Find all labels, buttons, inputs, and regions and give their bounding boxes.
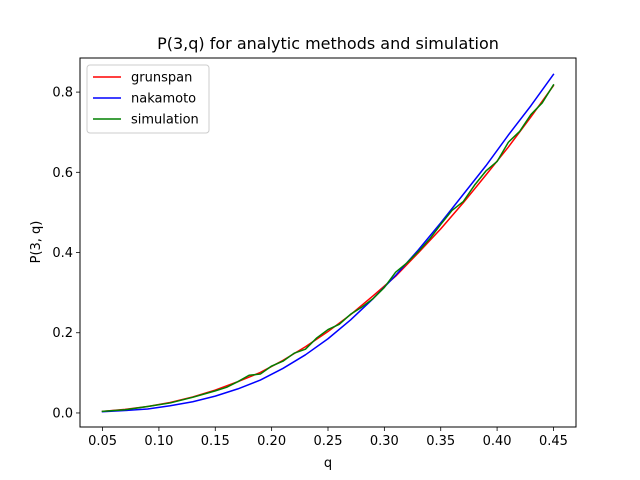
y-tick-label: 0.8 [52,86,73,101]
x-tick-label: 0.15 [201,434,230,449]
legend-label-grunspan: grunspan [131,71,192,86]
legend-box [86,64,210,134]
x-tick-label: 0.20 [257,434,286,449]
series-line-simulation [101,83,555,413]
y-tick-label: 0.4 [52,246,73,261]
y-tick-label: 0.0 [52,406,73,421]
legend-label-simulation: simulation [131,113,199,128]
x-tick-label: 0.30 [370,434,399,449]
legend-label-nakamoto: nakamoto [131,92,196,107]
x-axis-label: q [324,456,332,471]
y-axis-label: P(3, q) [29,221,44,264]
y-axis: 0.0 0.2 0.4 0.6 0.8 [52,86,80,421]
series-layer [101,73,555,413]
chart-title: P(3,q) for analytic methods and simulati… [157,34,499,53]
x-tick-label: 0.35 [426,434,455,449]
y-tick-label: 0.6 [52,166,73,181]
x-tick-label: 0.45 [539,434,568,449]
y-tick-label: 0.2 [52,326,73,341]
series-line-nakamoto [101,73,555,413]
x-tick-label: 0.10 [144,434,173,449]
x-axis: 0.05 0.10 0.15 0.20 0.25 0.30 0.35 0.40 0.45 [88,427,568,449]
x-tick-label: 0.40 [483,434,512,449]
x-tick-label: 0.25 [314,434,343,449]
x-tick-label: 0.05 [88,434,117,449]
legend: grunspan nakamoto simulation [86,64,210,134]
